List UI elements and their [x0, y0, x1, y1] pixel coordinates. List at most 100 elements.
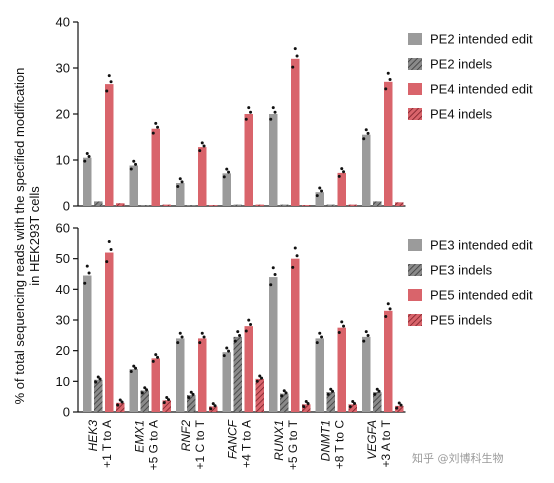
y-tick-label: 0	[63, 199, 70, 214]
x-category-label: EMX1 +5 G to A	[133, 420, 161, 470]
y-tick-label: 40	[56, 15, 70, 30]
replicate-point	[118, 398, 122, 402]
replicate-point	[351, 399, 355, 403]
bar-pe5-indels	[116, 402, 125, 412]
replicate-point	[189, 390, 193, 394]
legend-bottom: PE3 intended edit PE3 indels PE5 intended …	[408, 238, 533, 328]
replicate-point	[388, 307, 392, 311]
replicate-point	[295, 54, 299, 58]
y-tick-label: 10	[56, 374, 70, 389]
replicate-point	[337, 174, 341, 178]
bar-pe3-intended-edit	[222, 352, 231, 412]
bar-pe4-intended-edit	[198, 147, 207, 206]
y-tick-label: 30	[56, 61, 70, 76]
x-category-gene: DNMT1	[319, 420, 333, 461]
legend-swatch	[408, 289, 422, 301]
x-category-label: VEGFA +3 A to T	[365, 419, 393, 467]
replicate-point	[386, 71, 390, 75]
replicate-point	[384, 87, 388, 91]
bar-pe4-intended-edit	[384, 81, 393, 206]
bar-pe5-indels	[395, 405, 404, 412]
replicate-point	[96, 375, 100, 379]
replicate-point	[331, 389, 335, 393]
replicate-point	[162, 401, 166, 405]
replicate-point	[129, 370, 133, 374]
y-tick-label: 0	[63, 405, 70, 420]
replicate-point	[388, 77, 392, 81]
replicate-point	[284, 391, 288, 395]
bar-pe2-intended-edit	[129, 165, 138, 206]
legend-swatch	[408, 314, 422, 326]
replicate-point	[258, 374, 262, 378]
replicate-point	[145, 388, 149, 392]
bar-pe2-indels	[187, 205, 196, 206]
chart-panel-top: 0 10 20 30 40	[56, 15, 406, 214]
replicate-point	[178, 177, 182, 181]
bar-pe3-intended-edit	[129, 369, 138, 412]
bar-pe2-indels	[140, 205, 149, 206]
replicate-point	[377, 389, 381, 393]
x-category-label: HEK3 +1 T to A	[86, 420, 114, 468]
replicate-point	[236, 330, 240, 334]
bar-pe3-indels	[373, 392, 382, 412]
replicate-point	[295, 254, 299, 258]
replicate-point	[222, 354, 226, 358]
replicate-point	[269, 117, 273, 121]
y-tick-label: 10	[56, 153, 70, 168]
replicate-point	[198, 341, 202, 345]
replicate-point	[271, 106, 275, 110]
bar-pe4-indels	[255, 204, 264, 206]
legend-label: PE5 indels	[430, 313, 493, 328]
bar-pe3-indels	[233, 336, 242, 412]
replicate-point	[178, 331, 182, 335]
replicate-point	[318, 331, 322, 335]
replicate-point	[202, 335, 206, 339]
replicate-point	[85, 264, 89, 268]
y-tick-label: 20	[56, 343, 70, 358]
x-category-edit: +1 T to A	[100, 420, 114, 468]
replicate-point	[329, 387, 333, 391]
bar-pe2-indels	[373, 201, 382, 206]
replicate-point	[227, 349, 231, 353]
bar-pe3-intended-edit	[315, 338, 324, 412]
x-category-gene: EMX1	[133, 420, 147, 453]
replicate-point	[273, 273, 277, 277]
bar-pe2-intended-edit	[362, 134, 371, 206]
x-category-gene: HEK3	[86, 420, 100, 452]
bar-pe4-indels	[302, 205, 311, 206]
replicate-point	[154, 121, 158, 125]
bar-pe3-intended-edit	[83, 275, 92, 412]
replicate-point	[151, 131, 155, 135]
replicate-point	[249, 110, 253, 114]
y-tick-label: 20	[56, 107, 70, 122]
replicate-point	[143, 386, 147, 390]
x-category-gene: RNF2	[179, 420, 193, 452]
legend-top: PE2 intended edit PE2 indels PE4 intended …	[408, 32, 533, 122]
replicate-point	[304, 399, 308, 403]
legend-label: PE3 intended edit	[430, 238, 533, 253]
replicate-point	[280, 394, 284, 398]
replicate-point	[399, 403, 403, 407]
x-category-edit: +3 A to T	[379, 419, 393, 467]
bar-pe5-intended-edit	[384, 310, 393, 412]
legend-swatch	[408, 239, 422, 251]
replicate-point	[156, 125, 160, 129]
replicate-point	[291, 65, 295, 69]
x-category-label: DNMT1 +8 T to C	[319, 420, 347, 470]
legend-label: PE4 intended edit	[430, 82, 533, 97]
legend-label: PE3 indels	[430, 263, 493, 278]
y-tick-label: 60	[56, 221, 70, 236]
replicate-point	[109, 80, 113, 84]
bar-pe5-intended-edit	[291, 258, 300, 412]
replicate-point	[353, 402, 357, 406]
replicate-point	[293, 246, 297, 250]
replicate-point	[176, 341, 180, 345]
replicate-point	[200, 141, 204, 145]
bar-pe5-indels	[209, 406, 218, 412]
replicate-point	[247, 318, 251, 322]
replicate-point	[384, 315, 388, 319]
x-category-edit: +5 G to A	[147, 420, 161, 470]
replicate-point	[180, 180, 184, 184]
replicate-point	[94, 380, 98, 384]
replicate-point	[87, 155, 91, 159]
